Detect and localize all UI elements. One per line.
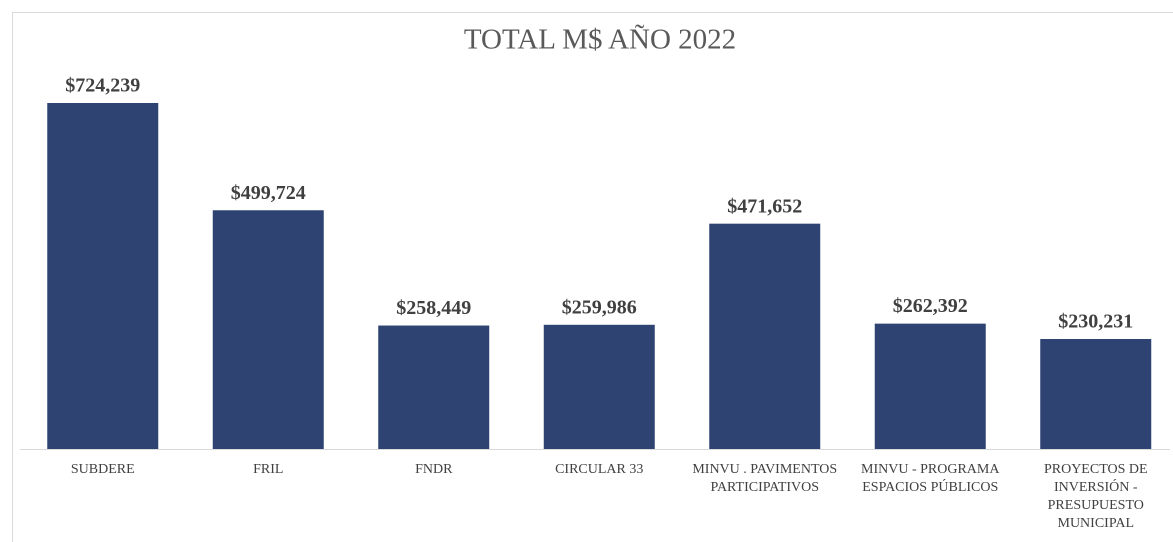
bar <box>1040 339 1152 449</box>
bar <box>47 103 159 449</box>
bar <box>543 324 655 449</box>
x-tick-label: PROYECTOS DE INVERSIÓN - PRESUPUESTO MUN… <box>1043 462 1148 531</box>
x-tick-label: SUBDERE <box>70 462 135 477</box>
x-tick-label: MINVU . PAVIMENTOS PARTICIPATIVOS <box>692 462 838 495</box>
bar <box>874 323 986 449</box>
chart-title: TOTAL M$ AÑO 2022 <box>464 24 736 56</box>
x-tick-label: FRIL <box>253 462 284 477</box>
data-label: $724,239 <box>65 75 140 97</box>
data-label: $471,652 <box>727 195 802 217</box>
data-label: $258,449 <box>396 297 471 319</box>
x-tick-label: MINVU - PROGRAMA ESPACIOS PÚBLICOS <box>861 462 1000 495</box>
chart-border <box>12 12 1173 542</box>
data-label: $262,392 <box>893 295 968 317</box>
bar <box>378 325 490 449</box>
data-label: $259,986 <box>562 296 637 318</box>
x-tick-label: FNDR <box>415 462 453 477</box>
bar <box>212 210 324 449</box>
data-label: $230,231 <box>1058 311 1133 333</box>
bar <box>709 223 821 449</box>
x-tick-label: CIRCULAR 33 <box>555 462 644 477</box>
data-label: $499,724 <box>231 182 306 204</box>
